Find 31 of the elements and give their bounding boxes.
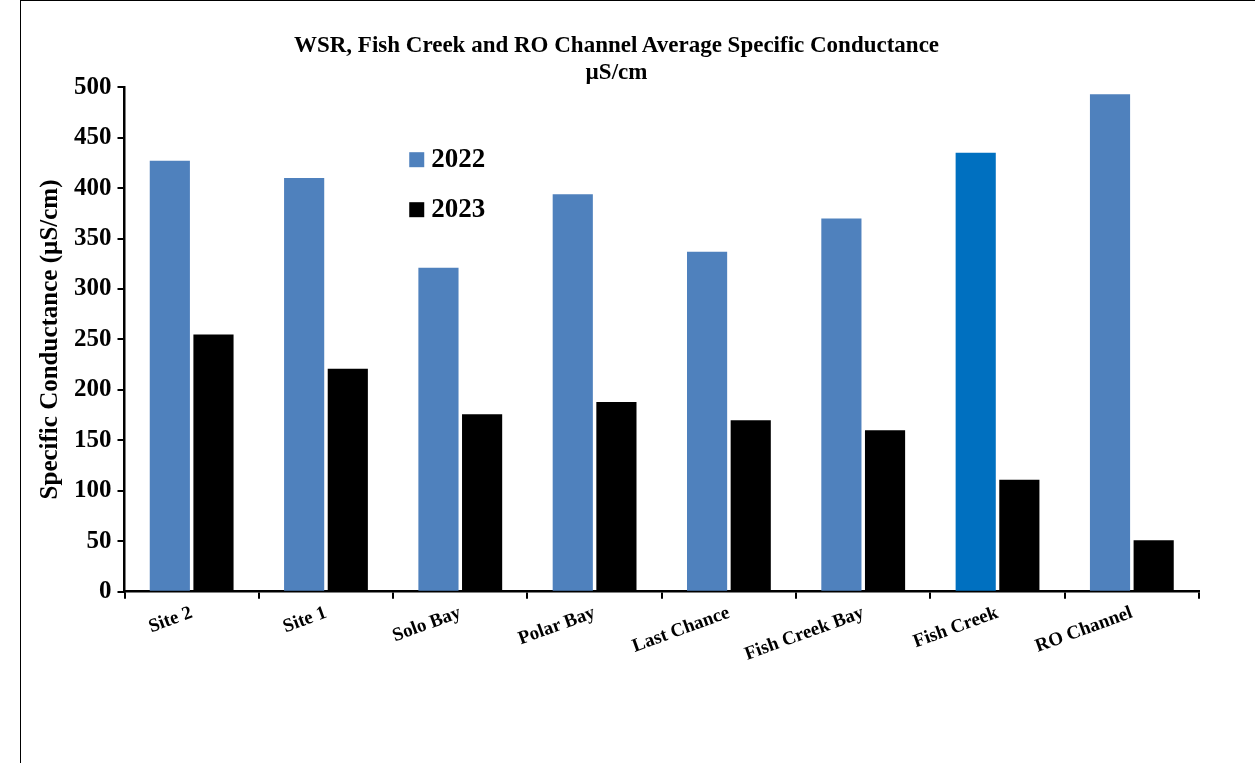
bar: [418, 267, 459, 591]
y-tick-label: 50: [86, 525, 112, 553]
x-tick-label: Fish Creek: [909, 600, 1001, 652]
bar: [1089, 94, 1131, 591]
y-tick-label: 200: [74, 374, 112, 402]
bar: [552, 194, 593, 591]
y-tick-label: 150: [74, 424, 112, 452]
x-tick-label: Fish Creek Bay: [741, 600, 867, 664]
y-tick-label: 0: [99, 576, 112, 604]
chart-subtitle: µS/cm: [585, 59, 648, 85]
y-tick-label: 500: [74, 71, 112, 99]
x-tick-label: Site 2: [145, 601, 195, 637]
bar: [821, 218, 862, 591]
x-tick-label: Site 1: [279, 601, 330, 637]
legend-label: 2023: [431, 193, 486, 224]
x-tick-label: Polar Bay: [514, 600, 599, 649]
bar: [955, 152, 996, 591]
y-tick-label: 250: [74, 323, 112, 351]
bar: [687, 251, 728, 591]
y-tick-label: 400: [74, 172, 112, 200]
legend-label: 2022: [431, 143, 486, 174]
x-tick-label: Last Chance: [629, 601, 732, 656]
y-tick-label: 300: [74, 273, 112, 301]
bar: [284, 178, 325, 591]
y-axis-title: Specific Conductance (µS/cm): [35, 179, 64, 500]
chart-title: WSR, Fish Creek and RO Channel Average Specific Conductance: [293, 31, 940, 57]
y-tick-label: 100: [74, 475, 112, 503]
x-tick-label: Solo Bay: [389, 600, 464, 646]
y-tick-label: 350: [74, 223, 112, 251]
bar: [149, 160, 190, 591]
y-tick-label: 450: [74, 122, 112, 150]
